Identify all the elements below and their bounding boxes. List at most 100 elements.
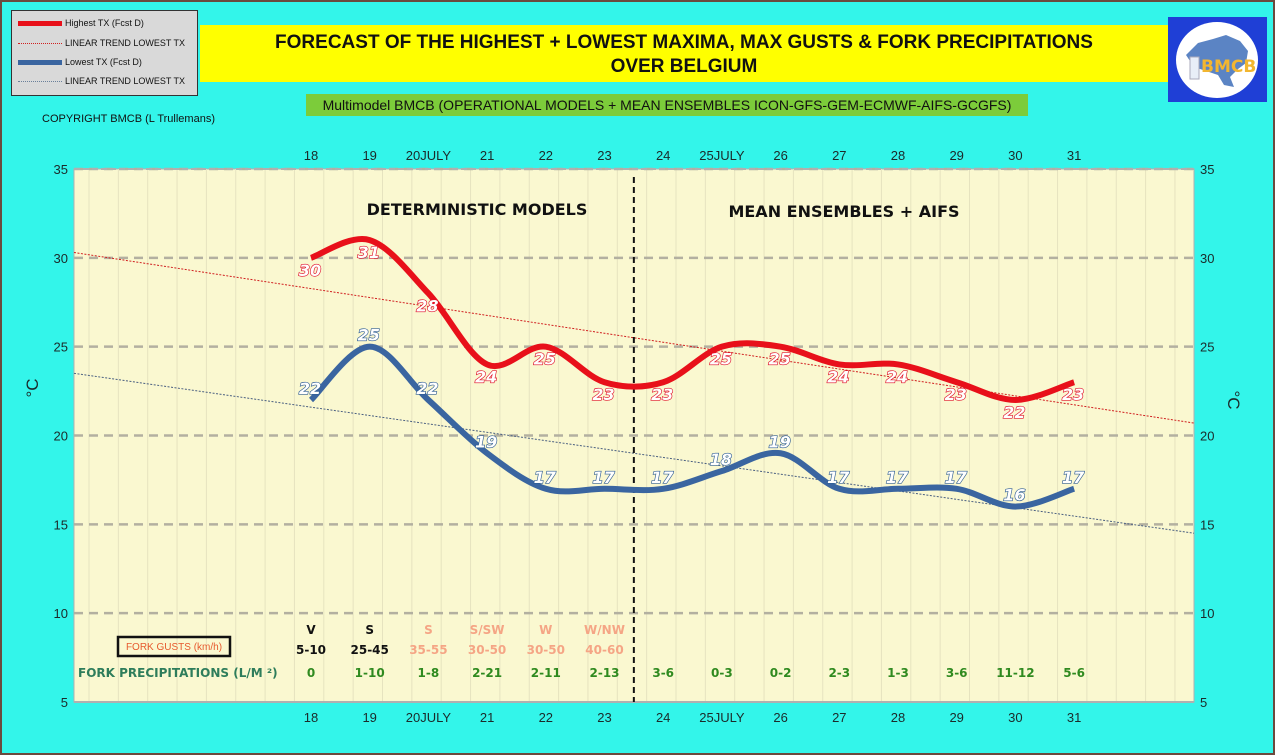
precip-value: 11-12 bbox=[996, 666, 1034, 680]
gust-direction: S bbox=[365, 623, 374, 637]
data-label: 24 bbox=[827, 367, 849, 386]
data-label: 23 bbox=[1062, 385, 1084, 404]
precip-values: 0 1-10 1-8 2-21 2-11 2-13 3-6 0-3 0-2 2-3 1-3 3-6 11… bbox=[307, 666, 1085, 680]
y-tick-label: 35 bbox=[54, 162, 68, 177]
x-tick-label: 29 bbox=[949, 148, 963, 163]
y-tick-label: 20 bbox=[1200, 429, 1214, 444]
data-label: 18 bbox=[710, 450, 732, 469]
x-tick-label: 26 bbox=[773, 148, 787, 163]
y-tick-label: 25 bbox=[1200, 340, 1214, 355]
precip-value: 0-2 bbox=[770, 666, 792, 680]
data-label: 28 bbox=[416, 296, 438, 315]
legend-label: LINEAR TREND LOWEST TX bbox=[65, 38, 186, 48]
data-label: 19 bbox=[768, 432, 790, 451]
x-tick-label: 20JULY bbox=[406, 148, 452, 163]
gust-speed: 30-50 bbox=[527, 643, 565, 657]
data-label: 25 bbox=[534, 350, 556, 369]
precip-value: 2-21 bbox=[472, 666, 502, 680]
x-tick-label: 27 bbox=[832, 148, 846, 163]
gust-speed: 5-10 bbox=[296, 643, 326, 657]
x-tick-label: 19 bbox=[362, 710, 376, 725]
x-tick-label: 18 bbox=[304, 710, 318, 725]
x-tick-label: 30 bbox=[1008, 148, 1022, 163]
legend-item-lowest: Lowest TX (Fcst D) bbox=[18, 56, 142, 68]
y-tick-label: 10 bbox=[54, 606, 68, 621]
legend-item-highest: Highest TX (Fcst D) bbox=[18, 17, 144, 29]
precip-value: 1-10 bbox=[355, 666, 385, 680]
data-label: 30 bbox=[299, 261, 321, 280]
precip-value: 1-8 bbox=[418, 666, 440, 680]
data-label: 31 bbox=[358, 243, 380, 262]
data-label: 22 bbox=[299, 379, 321, 398]
gust-direction: W bbox=[539, 623, 552, 637]
series-lowest-line bbox=[308, 343, 1076, 510]
y-axis-label-left: °C bbox=[23, 378, 42, 397]
x-tick-label: 26 bbox=[773, 710, 787, 725]
x-tick-label: 22 bbox=[539, 710, 553, 725]
x-tick-label: 21 bbox=[480, 710, 494, 725]
legend-label: Highest TX (Fcst D) bbox=[65, 18, 144, 28]
precip-value: 2-13 bbox=[589, 666, 619, 680]
gust-direction: W/NW bbox=[584, 623, 625, 637]
data-label: 25 bbox=[768, 350, 790, 369]
y-tick-label: 30 bbox=[1200, 251, 1214, 266]
y-axis-right: 5 10 15 20 25 30 35 bbox=[1200, 162, 1214, 710]
gust-direction: S bbox=[424, 623, 433, 637]
gust-title-box: FORK GUSTS (km/h) bbox=[116, 635, 232, 658]
x-tick-label: 20JULY bbox=[406, 710, 452, 725]
data-label: 17 bbox=[1062, 468, 1085, 487]
x-tick-label: 30 bbox=[1008, 710, 1022, 725]
precip-value: 2-3 bbox=[828, 666, 850, 680]
x-tick-label: 23 bbox=[597, 710, 611, 725]
chart-subtitle: Multimodel BMCB (OPERATIONAL MODELS + ME… bbox=[306, 94, 1028, 116]
data-label: 17 bbox=[886, 468, 909, 487]
precip-title: FORK PRECIPITATIONS (L/M ²) bbox=[78, 666, 278, 680]
data-label: 23 bbox=[651, 385, 673, 404]
x-tick-label: 28 bbox=[891, 148, 905, 163]
data-label: 22 bbox=[1003, 403, 1025, 422]
precip-value: 3-6 bbox=[652, 666, 674, 680]
data-label: 25 bbox=[710, 350, 732, 369]
x-tick-label: 18 bbox=[304, 148, 318, 163]
gust-direction: S/SW bbox=[470, 623, 505, 637]
data-label: 23 bbox=[945, 385, 967, 404]
data-label: 19 bbox=[475, 432, 497, 451]
y-tick-label: 15 bbox=[54, 517, 68, 532]
precip-value: 3-6 bbox=[946, 666, 968, 680]
x-tick-label: 28 bbox=[891, 710, 905, 725]
x-tick-label: 25JULY bbox=[699, 148, 745, 163]
data-label: 17 bbox=[592, 468, 615, 487]
data-label: 22 bbox=[416, 379, 438, 398]
legend-swatch-trend-highest bbox=[18, 42, 62, 44]
gust-speed: 35-55 bbox=[409, 643, 447, 657]
legend-swatch-trend-lowest bbox=[18, 80, 62, 82]
data-labels: 30 31 28 24 25 23 23 25 25 24 24 23 22 23 22 25 22 19 17 17… bbox=[298, 242, 1086, 505]
y-tick-label: 5 bbox=[61, 695, 68, 710]
data-label: 16 bbox=[1003, 486, 1025, 505]
section-label-deterministic: DETERMINISTIC MODELS bbox=[367, 200, 588, 219]
y-axis-label-right: °C bbox=[1224, 390, 1243, 409]
x-tick-label: 22 bbox=[539, 148, 553, 163]
x-tick-label: 24 bbox=[656, 148, 670, 163]
precip-value: 0-3 bbox=[711, 666, 733, 680]
x-tick-label: 24 bbox=[656, 710, 670, 725]
y-tick-label: 35 bbox=[1200, 162, 1214, 177]
y-tick-label: 30 bbox=[54, 251, 68, 266]
legend-swatch-highest bbox=[18, 20, 62, 26]
legend-item-trend-lowest: LINEAR TREND LOWEST TX bbox=[18, 75, 185, 87]
data-label: 17 bbox=[827, 468, 850, 487]
x-tick-label: 25JULY bbox=[699, 710, 745, 725]
legend-item-trend-highest: LINEAR TREND LOWEST TX bbox=[18, 37, 185, 49]
data-label: 17 bbox=[945, 468, 968, 487]
precip-value: 1-3 bbox=[887, 666, 909, 680]
gust-title: FORK GUSTS (km/h) bbox=[126, 642, 222, 653]
gust-speed: 30-50 bbox=[468, 643, 506, 657]
data-label: 17 bbox=[651, 468, 674, 487]
data-label: 24 bbox=[886, 367, 908, 386]
x-tick-label: 21 bbox=[480, 148, 494, 163]
logo-text: BMCB bbox=[1201, 57, 1256, 77]
logo-icon: BMCB bbox=[1176, 22, 1258, 98]
x-tick-label: 29 bbox=[949, 710, 963, 725]
gust-speed: 40-60 bbox=[585, 643, 623, 657]
title-line-2: OVER BELGIUM bbox=[610, 56, 758, 77]
